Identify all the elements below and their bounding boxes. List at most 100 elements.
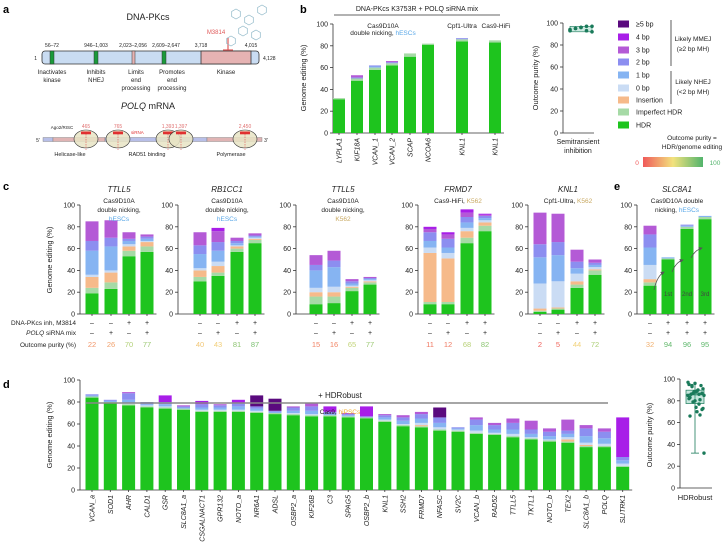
bar-segment-imperfect-hdr — [122, 404, 136, 406]
bar-segment-1-bp — [195, 407, 209, 410]
bar-segment-4-bp — [460, 209, 474, 213]
dnapkcs-title: DNA-PKcs — [126, 12, 170, 22]
outcome-purity-value: 15 — [312, 340, 320, 349]
y-tick-label: 0 — [169, 312, 173, 319]
dnapkcs-inhibitor-sign: + — [666, 320, 670, 327]
purity-point — [694, 405, 698, 410]
bar-segment-0-bp — [213, 409, 227, 411]
bar-segment-1-bp — [369, 66, 381, 68]
bar-segment-1-bp — [616, 460, 630, 464]
bar-segment-3-bp — [533, 212, 547, 245]
dnapkcs-inhibitor-sign: – — [332, 320, 336, 327]
legend-label: 3 bp — [636, 48, 650, 55]
bar-segment-hdr — [460, 243, 474, 314]
bar-segment-3-bp — [506, 418, 520, 423]
bar-segment-hdr — [478, 231, 492, 314]
x-tick-label: TKTL1 — [529, 495, 536, 516]
y-tick-label: 80 — [283, 224, 291, 231]
residue-end: 4,128 — [263, 56, 276, 62]
panel-label: a — [3, 4, 10, 16]
outcome-purity-value: 43 — [214, 340, 222, 349]
round-arrow — [671, 258, 684, 273]
bar-segment-1-bp — [104, 246, 118, 271]
x-tick-label: CSGALNACT1 — [199, 495, 206, 542]
bar-segment-hdr — [456, 41, 468, 133]
bar-segment-1-bp — [305, 410, 319, 415]
bar-segment-1-bp — [423, 240, 437, 248]
polq-sirna-sign: – — [575, 330, 579, 337]
bar-segment-insertion — [588, 269, 602, 271]
outcome-purity-value: 2 — [538, 340, 542, 349]
bar-segment-hdr — [489, 42, 501, 133]
y-tick-label: 100 — [63, 378, 75, 385]
bar-segment-hdr — [323, 416, 337, 490]
bar-segment-imperfect-hdr — [551, 308, 565, 310]
bar-segment-hdr — [643, 285, 657, 314]
polq-sirna-sign: + — [368, 330, 372, 337]
bar-segment-1-bp — [230, 243, 244, 246]
subtitle-part: nicking, — [655, 207, 679, 214]
bar-segment-2-bp — [551, 242, 565, 256]
outcome-purity-value: 70 — [125, 340, 133, 349]
polq-title: POLQ mRNA — [121, 101, 175, 111]
bar-segment-imperfect-hdr — [460, 237, 474, 244]
hdrobust-header: + HDRobust — [318, 391, 363, 400]
outcome-purity-value: 72 — [591, 340, 599, 349]
residue-position: 2,609–2,647 — [152, 43, 180, 49]
bar-segment-1-bp — [551, 255, 565, 282]
bar-segment-2-bp — [506, 422, 520, 430]
x-tick-label: TTLL5 — [510, 495, 517, 515]
bar-segment-imperfect-hdr — [680, 226, 694, 229]
bar-segment-3-bp — [524, 420, 538, 430]
bar-segment-imperfect-hdr — [423, 302, 437, 305]
kinase-domain — [200, 50, 252, 65]
y-axis-label: Outcome purity (%) — [531, 45, 540, 110]
bar-segment-3-bp — [85, 221, 99, 241]
gene-title: FRMD7 — [444, 185, 472, 194]
mmej-label: Likely MMEJ — [675, 36, 712, 43]
legend-label: 2 bp — [636, 60, 650, 67]
bar-segment-2-bp — [543, 431, 556, 437]
bar-segment-0-bp — [211, 261, 225, 267]
bar-segment-hdr — [386, 65, 398, 133]
purity-point — [584, 28, 589, 33]
bar-segment-imperfect-hdr — [360, 417, 373, 419]
polq-sirna-sign: – — [127, 330, 131, 337]
bar-segment-1-bp — [177, 407, 190, 409]
bar-segment-2-bp — [396, 417, 410, 421]
subtitle: double nicking, — [205, 207, 249, 214]
bar-segment-2-bp — [213, 405, 227, 408]
y-tick-label: 60 — [165, 246, 173, 253]
bar-segment-0-bp — [122, 244, 136, 247]
group-label-part: double nicking, — [350, 30, 395, 37]
subtitle: Cas9D10A — [327, 198, 359, 205]
bar-segment-imperfect-hdr — [248, 239, 262, 244]
legend-swatch-imperfect-hdr — [618, 108, 629, 116]
polq-title-part: mRNA — [146, 101, 175, 111]
legend-label: 0 bp — [636, 86, 650, 93]
purity-point — [697, 402, 701, 406]
bar-segment-imperfect-hdr — [195, 410, 209, 412]
y-tick-label: 40 — [67, 268, 75, 275]
bar-segment-0-bp — [543, 439, 556, 441]
x-tick-label: POLQ — [602, 494, 609, 514]
bar-segment-0-bp — [286, 413, 300, 415]
sirna-site-position: 1,397 — [175, 124, 188, 130]
bar-segment-1-bp — [268, 411, 282, 413]
bar-segment-0-bp — [423, 247, 437, 253]
three-prime-label: 3' — [264, 138, 268, 144]
subtitle-part: hiPSCs — [339, 409, 361, 416]
dnapkcs-inhibitor-sign: – — [109, 320, 113, 327]
outcome-purity-value: 95 — [701, 340, 709, 349]
x-axis-label: Semitransient — [557, 139, 600, 146]
y-axis-label: Genome editing (%) — [45, 226, 54, 293]
bar-segment-2-bp — [103, 399, 117, 401]
bar-segment-1-bp — [85, 250, 99, 275]
bar-segment-hdr — [351, 80, 363, 133]
dnapkcs-inhibitor-sign: – — [648, 320, 652, 327]
bar-segment-0-bp — [478, 220, 492, 223]
bar-segment-imperfect-hdr — [506, 436, 520, 438]
bar-segment-0-bp — [85, 274, 99, 277]
sirna-mark — [81, 131, 91, 135]
dnapkcs-inhibitor-sign: + — [350, 320, 354, 327]
